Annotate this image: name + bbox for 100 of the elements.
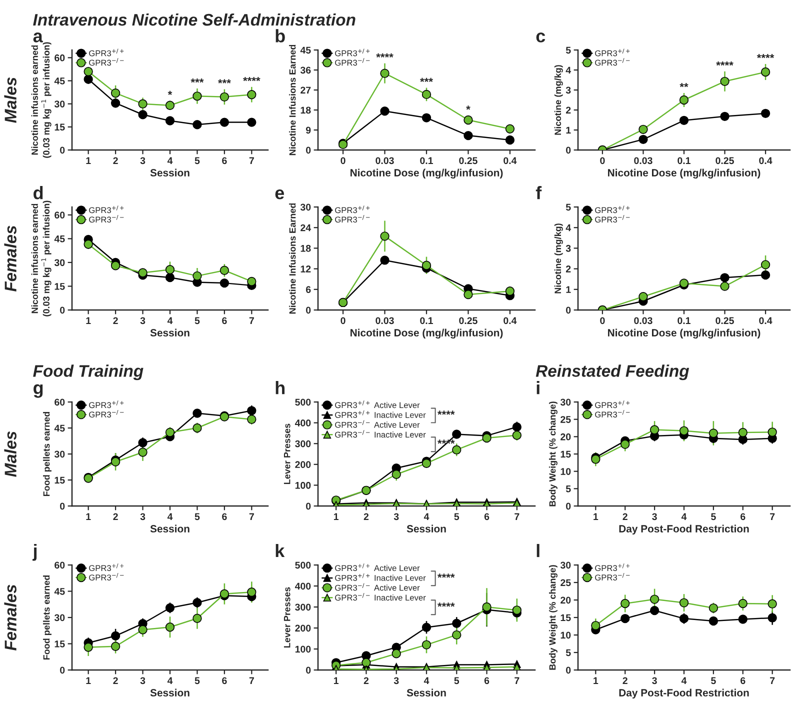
y-tick-label: 60 [54,212,65,219]
y-tick-label: 12 [300,266,311,272]
x-axis-title: Session [406,524,446,532]
legend-label: GPR3$^{−/−}$ [595,572,630,580]
y-axis-title: Nicotine infusions earned (0.03 mg kg$^{−1}$ per infusion) [31,200,52,316]
y-axis-title: Lever Presses [284,587,290,648]
x-tick-label: 3 [652,677,657,684]
legend-label: GPR3$^{+/+}$ [89,564,124,572]
x-tick-label: 0.4 [759,157,772,164]
legend-label: GPR3$^{+/+}$ [89,48,124,56]
legend-label: GPR3$^{+/+}$ Inactive Lever [335,410,426,418]
legend-label: GPR3$^{−/−}$ [89,572,124,580]
x-tick-label: 6 [740,513,746,520]
y-tick-label: 0 [566,146,571,154]
x-tick-label: 4 [424,677,430,684]
x-tick-label: 0 [340,317,346,324]
x-tick-label: 3 [140,677,146,684]
y-tick-label: 18 [300,244,311,252]
chart-title: c [536,32,546,42]
legend-label: GPR3$^{−/−}$ Active Lever [335,420,420,428]
x-tick-label: 0.25 [716,317,734,324]
chart-title: f [536,186,542,200]
y-tick-label: 45 [54,236,65,242]
annotation: * [466,106,470,110]
chart-title: i [536,381,540,394]
text: Males [4,431,16,477]
x-tick-label: 7 [249,677,254,684]
annotation: *** [218,79,231,84]
chart-title: j [32,544,37,561]
chart-title: b [276,29,285,42]
x-tick-label: 7 [249,317,254,324]
x-tick-label: 2 [364,677,369,684]
x-tick-label: 3 [140,157,146,164]
x-tick-label: 6 [222,157,227,164]
y-tick-label: 25 [560,579,571,586]
annotation: **** [376,53,394,58]
legend-label: GPR3$^{−/−}$ [595,410,630,418]
x-tick-label: 3 [394,513,399,520]
legend-label: GPR3$^{−/−}$ Inactive Lever [335,430,426,438]
legend-label: GPR3$^{+/+}$ [335,48,370,56]
x-tick-label: 5 [194,677,200,684]
y-tick-label: 15 [54,124,65,131]
x-tick-label: 0.03 [376,157,394,164]
y-tick-label: 0 [566,306,571,314]
x-tick-label: 4 [167,157,173,164]
legend-label: GPR3$^{−/−}$ [595,215,630,223]
y-tick-label: 24 [300,224,312,232]
y-tick-label: 15 [54,283,65,290]
x-tick-label: 5 [454,513,460,520]
x-tick-label: 1 [86,677,91,684]
x-tick-label: 4 [167,677,173,684]
y-axis-title: Nicotine Infusions Earned [289,44,296,156]
y-tick-label: 5 [566,649,571,656]
x-axis-title: Nicotine Dose (mg/kg/infusion) [608,168,760,179]
x-tick-label: 5 [194,317,200,324]
y-tick-label: 5 [566,204,571,211]
legend-label: GPR3$^{+/+}$ [595,48,630,56]
annotation: **** [756,54,774,58]
x-tick-label: 0.4 [504,157,517,164]
text: Females [4,584,16,651]
x-tick-label: 2 [622,513,628,520]
y-tick-label: 1 [566,126,571,134]
x-tick-label: 0.4 [504,317,517,324]
y-tick-label: 3 [566,244,571,252]
y-axis-title: Lever Presses [284,424,290,484]
x-tick-label: 6 [484,677,490,684]
y-tick-label: 30 [560,398,571,406]
x-tick-label: 0.25 [716,157,734,164]
x-tick-label: 7 [770,677,775,684]
y-tick-label: 300 [295,440,311,448]
y-axis-title: Nicotine infusions earned (0.03 mg kg$^{−1}$ per infusion) [31,42,52,158]
chart-title: l [536,544,540,558]
legend-label: GPR3$^{−/−}$ [89,215,124,223]
legend-label: GPR3$^{+/+}$ [89,206,124,214]
x-tick-label: 3 [652,513,657,520]
annotation: **** [716,61,734,66]
legend-label: GPR3$^{−/−}$ [335,58,370,66]
y-axis-title: Nicotine (mg/kg) [554,224,563,294]
chart-subtitle: Reinstated Feeding [536,364,690,380]
x-axis-title: Session [150,688,190,696]
chart-title: g [34,384,43,398]
y-tick-label: 0 [60,146,65,154]
x-tick-label: 0 [340,157,346,164]
legend-label: GPR3$^{−/−}$ Inactive Lever [335,593,426,601]
y-tick-label: 9 [306,126,311,134]
x-axis-title: Day Post-Food Restriction [619,524,749,534]
y-tick-label: 45 [54,588,65,595]
y-axis-title: Nicotine Infusions Earned [289,203,296,314]
x-tick-label: 4 [167,513,173,520]
y-tick-label: 30 [54,100,65,108]
x-tick-label: 0.03 [634,317,652,324]
x-tick-label: 3 [394,677,399,684]
legend-label: GPR3$^{+/+}$ Active Lever [335,564,420,572]
x-tick-label: 2 [113,513,118,520]
y-tick-label: 15 [560,614,571,622]
x-tick-label: 4 [424,513,430,520]
y-axis-title: Body Weight (% change) [549,565,558,670]
y-tick-label: 200 [295,624,311,632]
x-tick-label: 1 [594,677,598,684]
legend-label: GPR3$^{−/−}$ [595,58,630,66]
